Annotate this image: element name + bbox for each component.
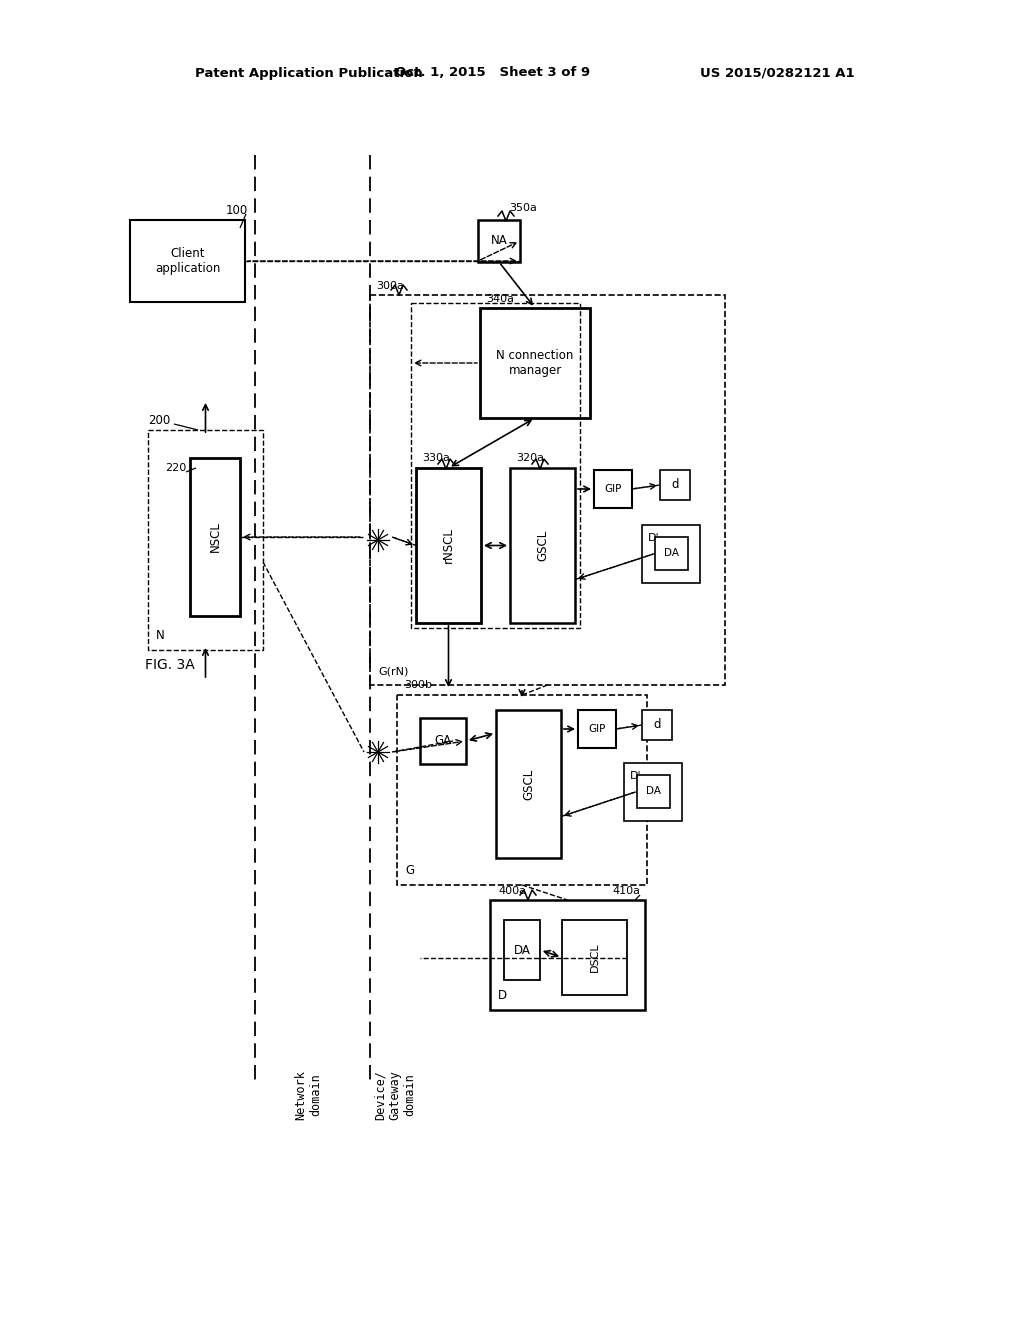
Text: GIP: GIP <box>589 723 605 734</box>
Text: 400a: 400a <box>498 886 526 896</box>
Bar <box>496 710 561 858</box>
Bar <box>624 763 682 821</box>
Text: 220: 220 <box>165 463 186 473</box>
Bar <box>562 920 627 995</box>
Bar <box>478 220 520 261</box>
Text: d: d <box>653 718 660 731</box>
Bar <box>370 294 725 685</box>
Text: DA: DA <box>514 944 530 957</box>
Bar <box>490 900 645 1010</box>
Bar <box>416 469 481 623</box>
Bar <box>480 308 590 418</box>
Text: DA: DA <box>646 787 662 796</box>
Text: NA: NA <box>490 235 507 248</box>
Text: DSCL: DSCL <box>590 942 599 973</box>
Bar <box>397 696 647 884</box>
Bar <box>510 469 575 623</box>
Text: D': D' <box>648 533 659 543</box>
Text: D: D <box>498 989 507 1002</box>
Text: GA: GA <box>434 734 452 747</box>
Bar <box>642 710 672 741</box>
Text: 320a: 320a <box>516 453 544 463</box>
Bar <box>130 220 245 302</box>
Bar <box>660 470 690 500</box>
Bar <box>637 775 670 808</box>
Text: 350a: 350a <box>509 203 537 213</box>
Text: N: N <box>156 630 165 642</box>
Bar <box>411 304 580 628</box>
Text: 300a: 300a <box>376 281 403 290</box>
Text: G(rN): G(rN) <box>378 667 409 677</box>
Text: GIP: GIP <box>604 484 622 494</box>
Bar <box>578 710 616 748</box>
Text: 340a: 340a <box>486 294 514 304</box>
Bar <box>655 537 688 570</box>
Text: Oct. 1, 2015   Sheet 3 of 9: Oct. 1, 2015 Sheet 3 of 9 <box>395 66 590 79</box>
Text: DA: DA <box>664 549 679 558</box>
Text: 410a: 410a <box>612 886 640 896</box>
Text: 200: 200 <box>148 413 170 426</box>
Text: US 2015/0282121 A1: US 2015/0282121 A1 <box>700 66 855 79</box>
Text: d: d <box>672 479 679 491</box>
Text: 100: 100 <box>225 203 248 216</box>
Text: GSCL: GSCL <box>536 529 549 561</box>
Text: Network
domain: Network domain <box>294 1071 322 1119</box>
Text: NSCL: NSCL <box>209 521 221 553</box>
Text: Client
application: Client application <box>155 247 220 275</box>
Text: G: G <box>406 865 414 876</box>
Text: Patent Application Publication: Patent Application Publication <box>195 66 423 79</box>
Bar <box>148 430 263 649</box>
Text: N connection
manager: N connection manager <box>497 348 573 378</box>
Text: GSCL: GSCL <box>522 768 535 800</box>
Bar <box>504 920 540 979</box>
Bar <box>190 458 240 616</box>
Text: rNSCL: rNSCL <box>442 528 455 564</box>
Text: FIG. 3A: FIG. 3A <box>145 657 195 672</box>
Text: 330a: 330a <box>422 453 450 463</box>
Text: D': D' <box>630 771 642 781</box>
Bar <box>420 718 466 764</box>
Bar <box>594 470 632 508</box>
Bar <box>642 525 700 583</box>
Text: 300b: 300b <box>404 680 432 690</box>
Text: Device/
Gateway
domain: Device/ Gateway domain <box>374 1071 417 1119</box>
